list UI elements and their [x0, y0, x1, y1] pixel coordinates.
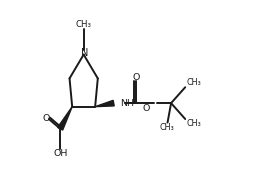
Text: CH₃: CH₃ — [187, 119, 201, 128]
Polygon shape — [58, 107, 72, 130]
Text: NH: NH — [120, 99, 134, 108]
Text: O: O — [42, 114, 49, 123]
Text: CH₃: CH₃ — [76, 20, 92, 29]
Text: O: O — [133, 73, 140, 82]
Text: CH₃: CH₃ — [159, 123, 174, 132]
Text: N: N — [81, 48, 88, 58]
Text: OH: OH — [54, 150, 68, 158]
Text: CH₃: CH₃ — [187, 78, 201, 87]
Polygon shape — [95, 100, 114, 107]
Text: O: O — [142, 104, 150, 113]
